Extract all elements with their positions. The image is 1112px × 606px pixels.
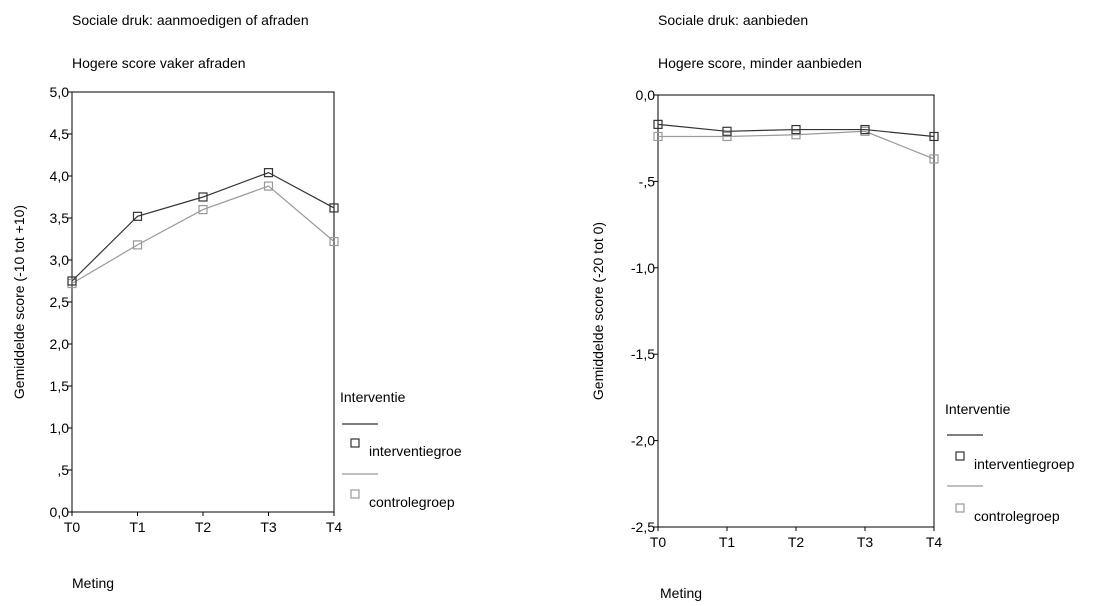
chart2-series-2-point bbox=[722, 131, 732, 142]
chart1-series-1-point bbox=[198, 192, 208, 202]
chart2-ytick-label: -,5 bbox=[639, 173, 656, 189]
chart2-legend-marker-2 bbox=[955, 503, 965, 513]
chart2-ylabel: Gemiddelde score (-20 tot 0) bbox=[590, 222, 606, 400]
chart1-series-1-line bbox=[71, 171, 335, 282]
chart2-ytick-label: -2,5 bbox=[631, 519, 655, 535]
chart2-plot: -2,5 -2,0 -1,5 -1,0 -,5 0,0 T0 T1 T2 T3 T4 Gemiddel… bbox=[590, 87, 1075, 550]
chart2-title: Sociale druk: aanbieden bbox=[658, 12, 809, 28]
chart2-legend-label-2: controlegroep bbox=[974, 508, 1060, 524]
chart1-xlabel: Meting bbox=[72, 575, 115, 591]
chart1-series-2-point bbox=[329, 236, 339, 247]
chart2-series-1-line bbox=[657, 123, 935, 138]
chart1-legend-title: Interventie bbox=[340, 389, 406, 405]
chart1-xtick-label: T0 bbox=[64, 519, 81, 535]
chart2-series-2-line bbox=[658, 130, 935, 160]
chart1-series-2-point bbox=[198, 205, 208, 215]
chart1-legend-label-1: interventiegroe bbox=[369, 443, 462, 459]
chart2-xtick-label: T4 bbox=[926, 534, 943, 550]
chart2-subtitle: Hogere score, minder aanbieden bbox=[658, 55, 862, 71]
chart2-series-2-point bbox=[791, 130, 801, 140]
chart2-ytick-label: -1,0 bbox=[631, 260, 655, 276]
chart2-series-1-point bbox=[791, 124, 801, 135]
chart2-series-1-point bbox=[722, 126, 732, 136]
chart1-series-1-point bbox=[132, 211, 143, 221]
chart2-ytick-label: -2,0 bbox=[631, 433, 655, 449]
chart1-legend-label-2: controlegroep bbox=[369, 494, 455, 510]
chart1-series-1-point bbox=[263, 168, 274, 178]
chart1-legend-marker-2 bbox=[350, 489, 360, 499]
chart1-ytick-label: 4,0 bbox=[50, 168, 70, 184]
chart2-series-2-point bbox=[929, 154, 939, 164]
chart2-xtick-label: T1 bbox=[719, 534, 736, 550]
chart1-ytick-label: 2,5 bbox=[50, 294, 70, 310]
chart1-series-1-point bbox=[67, 276, 77, 286]
chart1-subtitle: Hogere score vaker afraden bbox=[72, 55, 246, 71]
chart1-plot-frame bbox=[71, 91, 335, 513]
chart1-ytick-label: 0,0 bbox=[50, 504, 70, 520]
chart1-series-2-line bbox=[71, 185, 335, 285]
chart1-ytick-label: 1,5 bbox=[50, 378, 70, 394]
chart2-series-2-point bbox=[653, 131, 663, 142]
chart2-legend-title: Interventie bbox=[945, 401, 1011, 417]
chart1-plot: 0,0 ,5 1,0 1,5 2,0 2,5 3,0 3,5 4,0 4,5 5,0 T0 T1 T2 T3… bbox=[11, 84, 462, 535]
chart2-legend-marker-1 bbox=[955, 451, 965, 461]
chart1-xtick-label: T4 bbox=[326, 519, 343, 535]
chart2-legend-label-1: interventiegroep bbox=[974, 456, 1075, 472]
chart2-xtick-label: T3 bbox=[857, 534, 874, 550]
chart2-series-1-point bbox=[929, 131, 939, 142]
chart1-ytick-label: 2,0 bbox=[50, 336, 70, 352]
chart1-ylabel: Gemiddelde score (-10 tot +10) bbox=[11, 205, 27, 399]
chart1-xtick-label: T3 bbox=[260, 519, 277, 535]
chart2-ytick-label: 0,0 bbox=[636, 87, 656, 103]
chart1-legend-marker-1 bbox=[350, 438, 360, 448]
chart1-ytick-label: 3,0 bbox=[50, 252, 70, 268]
chart2-xtick-label: T2 bbox=[788, 534, 805, 550]
chart2-ytick-label: -1,5 bbox=[631, 346, 655, 362]
chart2-xlabel: Meting bbox=[660, 585, 703, 601]
chart2-series-1-point bbox=[860, 124, 870, 135]
chart1-xtick-label: T1 bbox=[129, 519, 146, 535]
chart1-ytick-label: 1,0 bbox=[50, 420, 70, 436]
chart1-ytick-label: 4,5 bbox=[50, 126, 70, 142]
chart1-series-2-point bbox=[132, 240, 143, 250]
chart1-series-1-point bbox=[329, 203, 339, 213]
chart1-xtick-label: T2 bbox=[195, 519, 212, 535]
chart1-series-2-point bbox=[263, 181, 274, 191]
chart1-ytick-label: 5,0 bbox=[50, 84, 70, 100]
chart1-title: Sociale druk: aanmoedigen of afraden bbox=[72, 12, 309, 28]
chart2-xtick-label: T0 bbox=[650, 534, 667, 550]
chart2-series-1-point bbox=[653, 119, 663, 129]
chart2-plot-frame bbox=[657, 94, 935, 528]
chart1-ytick-label: ,5 bbox=[57, 462, 69, 478]
chart1-ytick-label: 3,5 bbox=[50, 210, 70, 226]
